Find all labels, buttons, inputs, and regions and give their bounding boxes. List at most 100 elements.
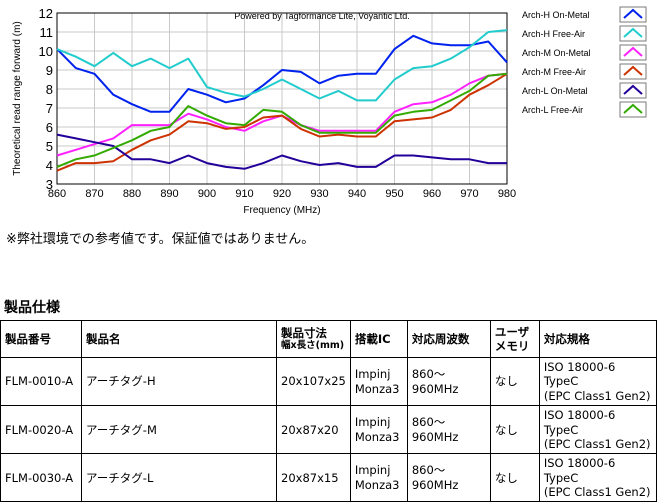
cell-user-memory: なし <box>489 405 540 455</box>
cell-ic: Impinj Monza3 <box>349 405 408 455</box>
legend-label: Arch-H Free-Air <box>522 29 585 39</box>
y-axis-label: Theoretical read range forward (m) <box>12 21 23 176</box>
y-tick-label: 10 <box>39 44 53 59</box>
x-tick-label: 880 <box>123 188 141 200</box>
chart-credit: Powered by Tagformance Lite, Voyantic Lt… <box>234 11 409 21</box>
legend-swatch-box <box>619 44 647 61</box>
cell-product-name: アーチタグ-M <box>81 405 277 455</box>
header-dimensions-label: 製品寸法 <box>281 325 327 340</box>
header-frequency: 対応周波数 <box>406 320 491 358</box>
cell-user-memory: なし <box>489 453 540 502</box>
legend-label: Arch-L Free-Air <box>522 105 583 115</box>
cell-dimensions: 20x107x25 <box>276 356 351 407</box>
cell-dimensions: 20x87x15 <box>276 453 351 502</box>
cell-ic: Impinj Monza3 <box>349 356 408 407</box>
x-tick-label: 890 <box>160 188 178 200</box>
chart-svg: 860 870 880 890 900 910 920 930 940 950 960 970 9803… <box>12 6 647 216</box>
x-tick-label: 980 <box>498 188 516 200</box>
header-dimensions: 製品寸法 幅x長さ(mm) <box>276 320 351 358</box>
legend-swatch-box <box>619 63 647 80</box>
series-line <box>56 29 508 102</box>
cell-product-number: FLM-0020-A <box>0 405 82 455</box>
x-tick-label: 920 <box>273 188 291 200</box>
cell-ic-line1: Impinj <box>354 367 391 382</box>
table-row: FLM-0030-A アーチタグ-L 20x87x15 Impinj Monza3… <box>0 453 658 502</box>
y-tick-label: 7 <box>46 101 53 116</box>
cell-standard-line2: (EPC Class1 Gen2) <box>543 388 651 403</box>
series-line <box>56 133 507 170</box>
legend-swatch-line <box>623 8 643 19</box>
series-line <box>56 72 508 172</box>
legend-swatch-line <box>623 27 643 38</box>
legend-swatch-line <box>623 103 643 114</box>
cell-ic: Impinj Monza3 <box>349 453 408 502</box>
cell-product-number: FLM-0010-A <box>0 356 82 407</box>
x-tick-label: 950 <box>385 188 403 200</box>
legend-label: Arch-H On-Metal <box>522 10 590 20</box>
plot-border <box>56 12 508 185</box>
spec-section-title: 製品仕様 <box>4 300 60 316</box>
legend-swatch-line <box>623 65 643 76</box>
x-tick-label: 900 <box>198 188 216 200</box>
header-user-memory-line2: メモリ <box>494 339 530 353</box>
cell-standard-line2: (EPC Class1 Gen2) <box>543 485 651 499</box>
x-tick-label: 860 <box>48 188 66 200</box>
y-tick-label: 5 <box>46 139 53 154</box>
spec-table: 製品番号 製品名 製品寸法 幅x長さ(mm) 搭載IC 対応周波数 ユーザ メモ… <box>0 320 658 502</box>
x-tick-label: 960 <box>423 188 441 200</box>
cell-ic-line2: Monza3 <box>354 429 400 444</box>
y-tick-label: 8 <box>46 82 53 97</box>
legend-swatch-line <box>623 84 643 95</box>
reference-note: ※弊社環境での参考値です。保証値ではありません。 <box>6 232 315 247</box>
x-axis-label: Frequency (MHz) <box>243 205 320 216</box>
cell-standard-line2: (EPC Class1 Gen2) <box>543 436 651 451</box>
y-tick-label: 11 <box>40 25 54 40</box>
x-tick-label: 940 <box>348 188 366 200</box>
cell-product-name: アーチタグ-L <box>81 453 277 502</box>
header-product-number: 製品番号 <box>0 320 82 358</box>
spec-header-row: 製品番号 製品名 製品寸法 幅x長さ(mm) 搭載IC 対応周波数 ユーザ メモ… <box>0 320 658 358</box>
cell-ic-line2: Monza3 <box>354 381 400 396</box>
series-line <box>56 34 508 113</box>
y-tick-label: 9 <box>46 63 53 78</box>
cell-standard-line1: ISO 18000-6 TypeC <box>543 456 616 485</box>
cell-dimensions: 20x87x20 <box>276 405 351 455</box>
read-range-chart: 860 870 880 890 900 910 920 930 940 950 960 970 980 3… <box>0 0 660 250</box>
cell-ic-line2: Monza3 <box>354 477 400 492</box>
header-standard: 対応規格 <box>538 320 658 358</box>
cell-ic-line1: Impinj <box>354 415 391 430</box>
x-tick-label: 970 <box>460 188 478 200</box>
cell-frequency: 860～960MHz <box>406 356 491 407</box>
legend-label: Arch-L On-Metal <box>522 86 588 96</box>
cell-ic-line1: Impinj <box>354 463 391 478</box>
legend-swatch-box <box>619 101 647 118</box>
x-tick-label: 910 <box>235 188 253 200</box>
x-tick-label: 870 <box>85 188 103 200</box>
header-dimensions-unit: 幅x長さ(mm) <box>281 340 345 352</box>
cell-standard: ISO 18000-6 TypeC (EPC Class1 Gen2) <box>538 356 658 407</box>
header-user-memory: ユーザ メモリ <box>489 320 540 358</box>
header-ic: 搭載IC <box>349 320 408 358</box>
cell-standard-line1: ISO 18000-6 TypeC <box>543 408 616 437</box>
header-user-memory-line1: ユーザ <box>494 324 530 339</box>
legend-swatch-box <box>619 25 647 42</box>
legend-swatch-box <box>619 6 647 23</box>
table-row: FLM-0020-A アーチタグ-M 20x87x20 Impinj Monza3… <box>0 405 658 455</box>
series-line <box>56 72 508 168</box>
y-tick-label: 6 <box>46 120 53 135</box>
legend-swatch-box <box>619 82 647 99</box>
legend-swatch-line <box>623 46 643 57</box>
legend-label: Arch-M Free-Air <box>522 67 586 77</box>
legend-label: Arch-M On-Metal <box>522 48 591 58</box>
x-tick-label: 930 <box>310 188 328 200</box>
y-tick-label: 12 <box>39 6 53 21</box>
cell-product-name: アーチタグ-H <box>81 356 277 407</box>
table-row: FLM-0010-A アーチタグ-H 20x107x25 Impinj Monza… <box>0 356 658 407</box>
cell-user-memory: なし <box>489 356 540 407</box>
cell-standard: ISO 18000-6 TypeC (EPC Class1 Gen2) <box>538 405 658 455</box>
y-tick-label: 4 <box>46 158 53 173</box>
cell-frequency: 860～960MHz <box>406 405 491 455</box>
cell-standard-line1: ISO 18000-6 TypeC <box>543 360 616 389</box>
header-product-name: 製品名 <box>81 320 277 358</box>
cell-frequency: 860～960MHz <box>406 453 491 502</box>
